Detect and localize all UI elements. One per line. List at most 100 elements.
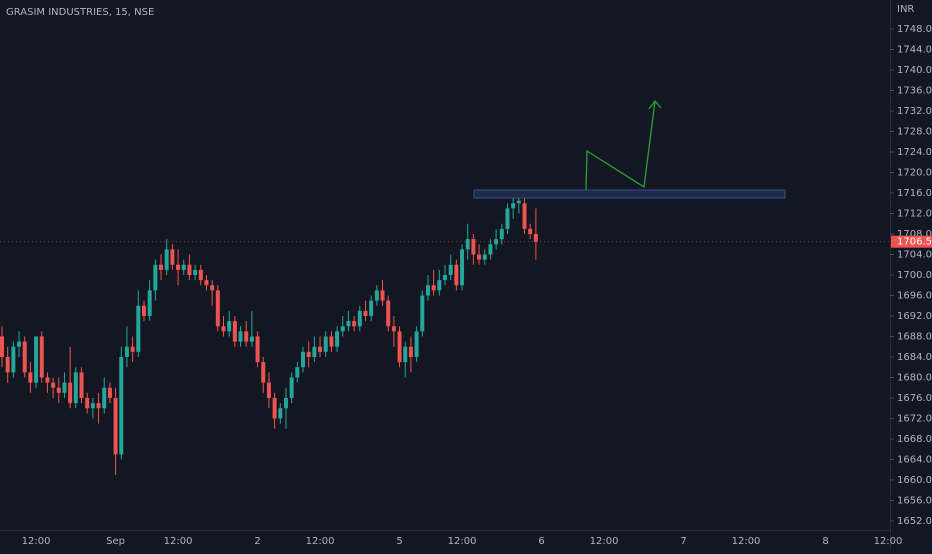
candle-body — [204, 280, 209, 286]
candle-body — [102, 387, 107, 409]
candle-body — [130, 346, 135, 352]
x-tick-label: 8 — [822, 536, 828, 547]
candle-body — [85, 397, 90, 409]
candle-body — [141, 305, 146, 316]
y-tick-label: 1664.00 — [897, 454, 932, 465]
currency-label: INR — [897, 4, 914, 15]
candle-body — [505, 208, 510, 229]
candle-body — [511, 203, 516, 209]
candle-body — [96, 403, 101, 409]
y-tick-label: 1728.00 — [897, 127, 932, 138]
candle-body — [187, 264, 192, 275]
candle-body — [227, 321, 232, 332]
y-tick-label: 1672.00 — [897, 413, 932, 424]
candle-body — [482, 254, 487, 260]
candle-body — [443, 274, 447, 281]
candle-body — [312, 346, 317, 357]
candle-body — [39, 336, 44, 378]
candle-body — [244, 331, 249, 342]
candle-body — [79, 372, 84, 398]
candle-body — [28, 372, 33, 383]
candle-body — [522, 203, 527, 229]
candle-body — [17, 341, 22, 347]
candle-body — [170, 249, 175, 265]
arrow-head — [648, 99, 662, 110]
candle-body — [221, 326, 226, 332]
candle-body — [90, 403, 95, 409]
y-tick-label: 1668.00 — [897, 434, 932, 445]
candle-body — [210, 285, 215, 291]
candle-body — [386, 300, 391, 327]
candle-body — [448, 264, 453, 275]
candle-body — [136, 305, 141, 352]
candle-body — [159, 264, 164, 270]
candle-body — [249, 336, 254, 342]
y-tick-label: 1744.00 — [897, 45, 932, 56]
candle-body — [147, 290, 152, 316]
candle-body — [295, 367, 300, 378]
candle-body — [266, 382, 271, 398]
candle-body — [107, 387, 112, 398]
candle-body — [346, 321, 351, 327]
candle-body — [5, 356, 10, 373]
candle-body — [198, 269, 203, 281]
candle-body — [62, 382, 67, 393]
candle-body — [11, 346, 16, 373]
candle-body — [477, 254, 482, 260]
y-tick-label: 1704.00 — [897, 249, 932, 260]
candle-body — [164, 249, 169, 270]
x-tick-label: 6 — [538, 536, 544, 547]
candle-body — [22, 341, 27, 373]
candle-body — [176, 264, 181, 270]
candle-body — [499, 228, 504, 240]
x-tick-label: 5 — [396, 536, 402, 547]
candle-body — [437, 280, 442, 291]
y-tick-label: 1712.00 — [897, 208, 932, 219]
candle-body — [113, 397, 118, 455]
x-tick-label: 7 — [680, 536, 686, 547]
y-tick-label: 1732.00 — [897, 106, 932, 117]
y-tick-label: 1684.00 — [897, 352, 932, 363]
y-tick-label: 1692.00 — [897, 311, 932, 322]
candle-body — [255, 336, 260, 363]
candle-body — [357, 310, 362, 327]
candle-body — [119, 356, 124, 455]
candle-body — [460, 249, 465, 286]
y-tick-label: 1736.00 — [897, 86, 932, 97]
last-price-label: 1706.50 — [897, 237, 932, 248]
candle-body — [420, 295, 425, 332]
candle-body — [465, 239, 470, 250]
candle-body — [471, 239, 476, 255]
x-tick-label: 12:00 — [22, 536, 51, 547]
resistance-zone — [473, 189, 786, 199]
candle-body — [181, 264, 186, 270]
x-tick-label: 12:00 — [590, 536, 619, 547]
candle-body — [318, 346, 323, 352]
candle-body — [153, 264, 158, 291]
candle-body — [425, 285, 430, 296]
x-tick-label: Sep — [106, 536, 125, 547]
candle-body — [193, 269, 198, 275]
x-tick-label: 12:00 — [732, 536, 761, 547]
candle-body — [34, 336, 39, 383]
x-tick-label: 12:00 — [448, 536, 477, 547]
y-tick-label: 1696.00 — [897, 290, 932, 301]
y-tick-label: 1660.00 — [897, 475, 932, 486]
candle-body — [408, 346, 413, 357]
y-tick-label: 1676.00 — [897, 393, 932, 404]
candle-body — [124, 346, 129, 357]
candle-body — [369, 300, 374, 316]
y-tick-label: 1748.00 — [897, 24, 932, 35]
candle-body — [374, 290, 379, 301]
y-tick-label: 1652.00 — [897, 516, 932, 527]
candle-body — [516, 200, 521, 204]
candle-body — [73, 372, 78, 404]
candle-body — [403, 346, 408, 363]
candle-body — [488, 244, 493, 255]
candle-body — [391, 326, 396, 332]
y-tick-label: 1724.00 — [897, 147, 932, 158]
candle-body — [431, 285, 436, 291]
